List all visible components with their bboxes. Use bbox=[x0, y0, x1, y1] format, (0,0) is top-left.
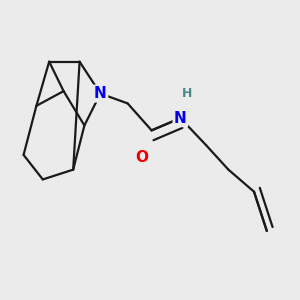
Text: H: H bbox=[182, 87, 192, 100]
Text: N: N bbox=[174, 111, 187, 126]
Text: O: O bbox=[136, 150, 148, 165]
Text: N: N bbox=[94, 86, 107, 101]
